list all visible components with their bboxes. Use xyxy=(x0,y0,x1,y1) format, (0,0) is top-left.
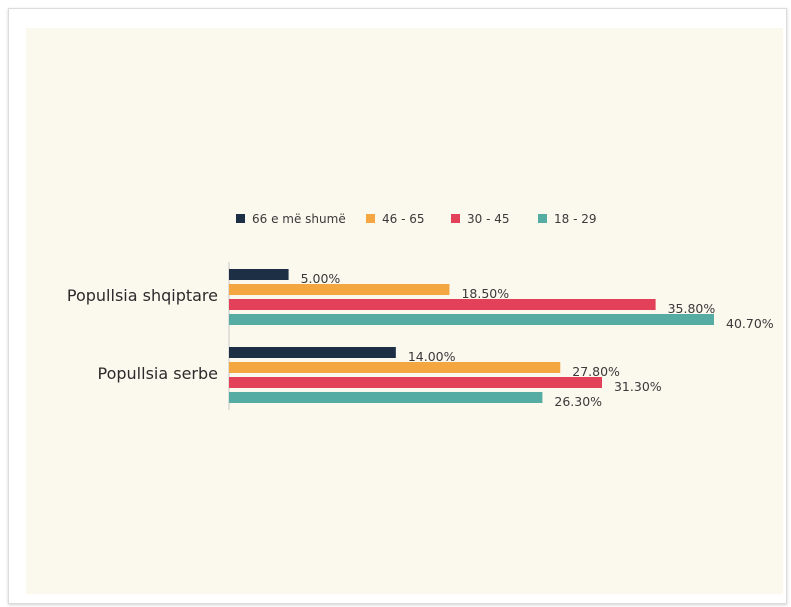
bar-popullsia-shqiptare-66-e-me-shume xyxy=(229,269,289,280)
legend-label-46-65: 46 - 65 xyxy=(382,212,425,226)
legend-swatch-30-45 xyxy=(451,214,460,223)
chart-panel xyxy=(26,28,783,594)
data-label-popullsia-shqiptare-30-45: 35.80% xyxy=(668,301,716,316)
bar-popullsia-serbe-46-65 xyxy=(229,362,561,373)
legend-swatch-18-29 xyxy=(538,214,547,223)
legend-swatch-46-65 xyxy=(366,214,375,223)
data-label-popullsia-shqiptare-18-29: 40.70% xyxy=(726,316,774,331)
chart-legend: 66 e më shumë 46 - 65 30 - 45 18 - 29 xyxy=(236,212,597,226)
legend-label-18-29: 18 - 29 xyxy=(554,212,597,226)
bar-popullsia-shqiptare-18-29 xyxy=(229,314,714,325)
data-label-popullsia-shqiptare-66-e-me-shume: 5.00% xyxy=(301,271,341,286)
data-label-popullsia-serbe-46-65: 27.80% xyxy=(572,364,620,379)
data-label-popullsia-serbe-18-29: 26.30% xyxy=(554,394,602,409)
category-label-popullsia-shqiptare: Popullsia shqiptare xyxy=(67,286,218,305)
legend-label-30-45: 30 - 45 xyxy=(467,212,510,226)
legend-swatch-66-e-me-shume xyxy=(236,214,245,223)
bar-popullsia-serbe-30-45 xyxy=(229,377,602,388)
bar-popullsia-shqiptare-46-65 xyxy=(229,284,450,295)
data-label-popullsia-serbe-30-45: 31.30% xyxy=(614,379,662,394)
category-label-popullsia-serbe: Popullsia serbe xyxy=(98,364,218,383)
data-label-popullsia-shqiptare-46-65: 18.50% xyxy=(461,286,509,301)
legend-label-66-e-me-shume: 66 e më shumë xyxy=(252,212,346,226)
bar-popullsia-shqiptare-30-45 xyxy=(229,299,656,310)
bar-popullsia-serbe-66-e-me-shume xyxy=(229,347,396,358)
bar-series-group: Popullsia shqiptare 5.00% 18.50% 35.80% 40.7… xyxy=(67,269,774,409)
bar-popullsia-serbe-18-29 xyxy=(229,392,543,403)
data-label-popullsia-serbe-66-e-me-shume: 14.00% xyxy=(408,349,456,364)
